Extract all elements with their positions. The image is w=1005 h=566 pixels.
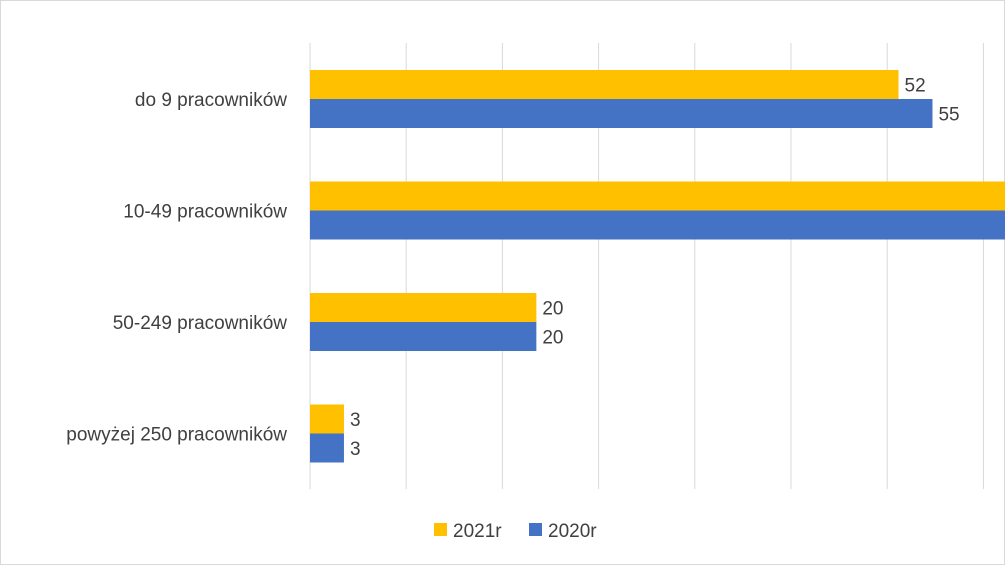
legend-swatch-2020r — [529, 523, 542, 536]
bar-2021r-2 — [310, 293, 537, 322]
legend-swatch-2021r — [434, 523, 447, 536]
legend-label: 2020r — [548, 521, 597, 542]
bar-2021r-3 — [310, 404, 344, 434]
data-labels: 52557272202033 — [350, 76, 960, 461]
data-label: 3 — [350, 410, 361, 431]
legend-label: 2021r — [453, 521, 502, 542]
bar-2020r-1 — [310, 210, 1005, 240]
data-label: 20 — [542, 328, 563, 349]
category-label: powyżej 250 pracowników — [66, 425, 287, 446]
bar-2021r-1 — [310, 181, 1005, 211]
category-label: do 9 pracowników — [135, 90, 287, 111]
data-label: 20 — [542, 299, 563, 320]
data-label: 52 — [905, 76, 926, 97]
bar-2020r-0 — [310, 99, 933, 128]
category-labels: do 9 pracowników 10-49 pracowników 50-249 … — [66, 90, 287, 446]
legend: 2021r 2020r — [434, 521, 597, 542]
bar-2021r-0 — [310, 70, 899, 99]
data-label: 55 — [938, 105, 959, 126]
bars — [310, 70, 1005, 463]
bar-2020r-3 — [310, 433, 344, 463]
bar-2020r-2 — [310, 322, 537, 351]
data-label: 3 — [350, 439, 361, 460]
category-label: 50-249 pracowników — [113, 313, 288, 334]
category-label: 10-49 pracowników — [123, 202, 287, 223]
